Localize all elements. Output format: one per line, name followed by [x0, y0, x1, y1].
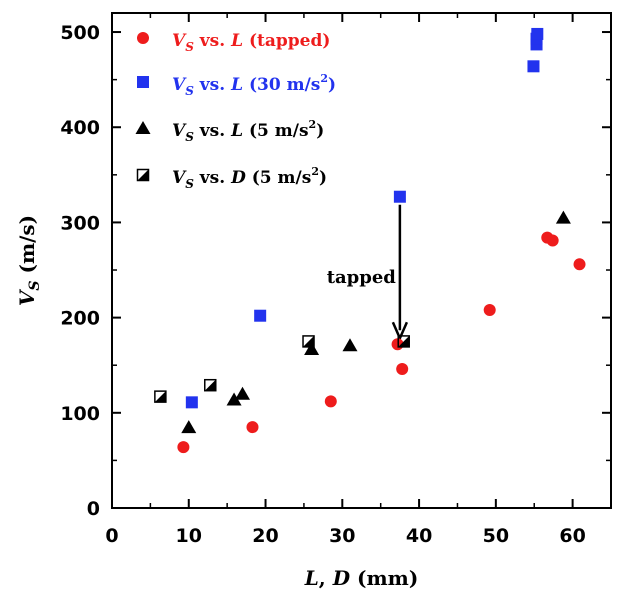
legend-label-1: VS vs. L (tapped) [172, 31, 330, 54]
diameter-point [397, 335, 410, 348]
legend-label-3: VS vs. L (5 m/s2) [172, 118, 324, 144]
tapped-point [177, 441, 190, 454]
accel30-point [527, 60, 540, 73]
x-tick-label: 0 [105, 525, 118, 547]
y-tick-label: 400 [60, 117, 100, 139]
accel30-point [254, 309, 267, 322]
accel5-point [342, 338, 358, 352]
accel5-point [555, 210, 571, 224]
tapped-point [573, 258, 586, 271]
tapped-point [396, 363, 409, 376]
legend-label-4: VS vs. D (5 m/s2) [172, 165, 327, 191]
diameter-point-outline [302, 335, 315, 348]
legend-marker-3 [135, 121, 151, 134]
diameter-point [302, 335, 315, 348]
accel5-point [304, 342, 320, 356]
legend-marker-1 [137, 32, 149, 44]
annotation-arrow-head [391, 321, 409, 342]
y-tick-label: 200 [60, 308, 100, 330]
accel30-point [185, 396, 198, 409]
diameter-point-fill [154, 391, 166, 403]
accel5-point [226, 392, 242, 406]
accel30-point [531, 27, 544, 40]
y-tick-label: 0 [87, 498, 100, 520]
legend-marker-4-outline [136, 168, 150, 182]
legend-marker-4 [136, 168, 150, 182]
accel5-point [235, 386, 251, 400]
x-tick-label: 50 [483, 525, 509, 547]
tapped-point [246, 421, 259, 434]
plot-frame [111, 12, 612, 509]
y-tick-label: 300 [60, 212, 100, 234]
y-axis-title: VS (m/s) [15, 215, 43, 306]
annotation-label: tapped [327, 267, 397, 288]
diameter-point [154, 390, 167, 403]
y-tick-label: 100 [60, 403, 100, 425]
accel30-point [393, 190, 406, 203]
accel5-point [181, 420, 197, 434]
diameter-point-outline [154, 390, 167, 403]
legend-marker-4-fill [137, 169, 149, 181]
legend-marker-2 [137, 76, 149, 88]
x-tick-label: 60 [559, 525, 585, 547]
x-tick-label: 40 [406, 525, 432, 547]
tapped-point [324, 395, 337, 408]
tapped-point [483, 304, 496, 316]
diameter-point-fill [303, 335, 315, 347]
legend-label-2: VS vs. L (30 m/s2) [172, 72, 336, 98]
diameter-point [204, 378, 217, 392]
x-tick-label: 20 [252, 525, 278, 547]
x-tick-label: 30 [329, 525, 355, 547]
x-tick-label: 10 [176, 525, 202, 547]
diameter-point-fill [204, 379, 216, 391]
x-axis-title: L, D (mm) [304, 566, 419, 590]
y-tick-label: 500 [60, 22, 100, 44]
tapped-point [546, 234, 559, 247]
diameter-point-fill [398, 335, 410, 347]
diameter-point-outline [204, 378, 217, 392]
diameter-point-outline [397, 335, 410, 348]
